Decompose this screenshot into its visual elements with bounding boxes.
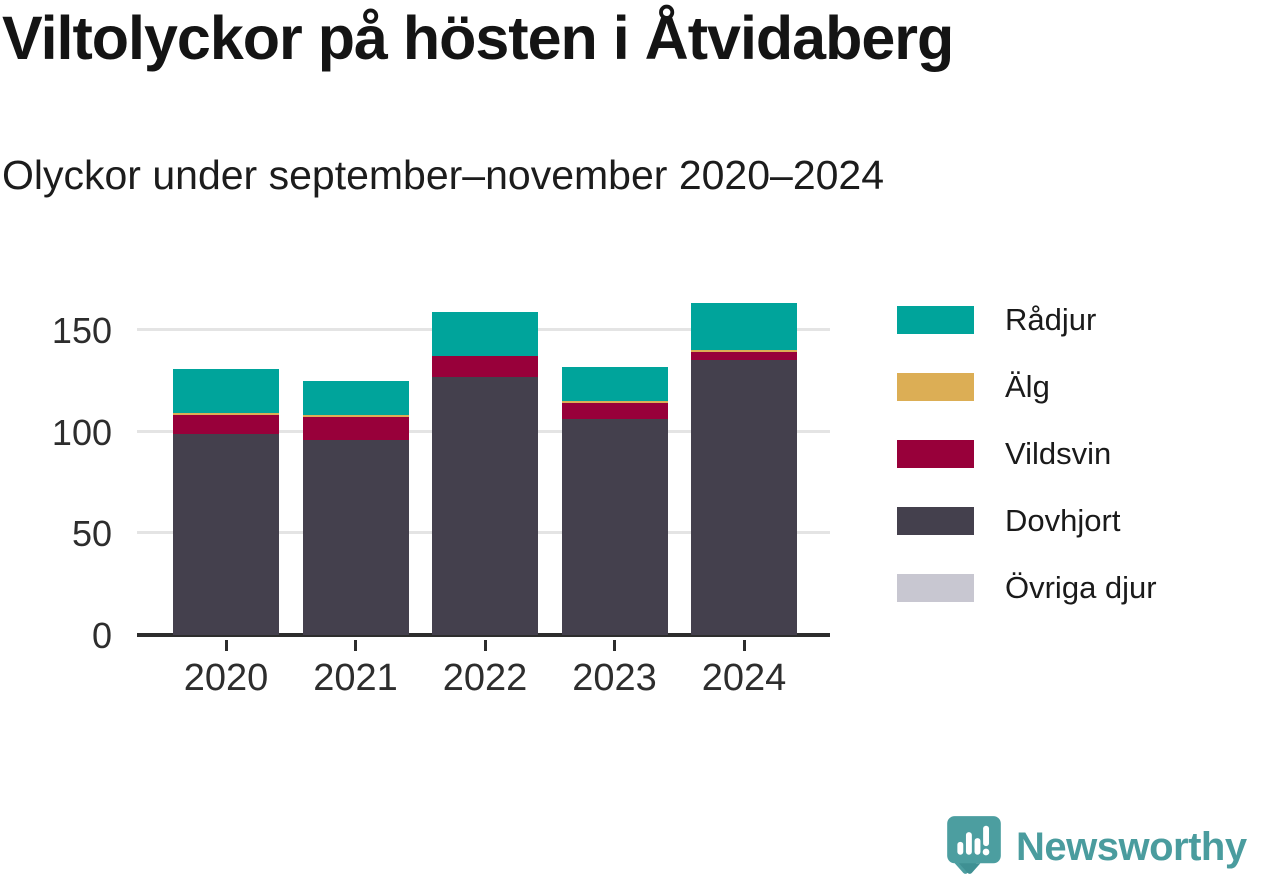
bar-segment-2021-Älg — [302, 415, 409, 418]
brand-footer: Newsworthy — [946, 815, 1247, 879]
x-tick-2022 — [483, 640, 487, 651]
newsworthy-logo-icon — [946, 815, 1002, 879]
legend-item-Rådjur: Rådjur — [897, 302, 1157, 338]
legend-swatch-Övriga djur — [897, 574, 974, 602]
legend-item-Älg: Älg — [897, 369, 1157, 405]
legend-swatch-Vildsvin — [897, 440, 974, 468]
bar-segment-2024-Älg — [691, 350, 797, 353]
plot-area: 2020 2021 2022 2023 2024 — [137, 303, 830, 699]
bar-segment-2022-Dovhjort — [432, 376, 538, 635]
y-tick-label-100: 100 — [51, 411, 112, 453]
page-title: Viltolyckor på hösten i Åtvidaberg — [2, 4, 954, 72]
x-tick-label-2024: 2024 — [701, 657, 787, 699]
bar-segment-2021-Dovhjort — [302, 439, 409, 635]
brand-wordmark: Newsworthy — [1016, 824, 1247, 869]
bar-segment-2024-Dovhjort — [691, 360, 797, 635]
bar-segment-2020-Älg — [173, 413, 279, 416]
bar-segment-2020-Rådjur — [173, 368, 279, 414]
bar-segment-2024-Vildsvin — [691, 352, 797, 361]
x-tick-2024 — [742, 640, 746, 651]
x-tick-label-2022: 2022 — [442, 657, 528, 699]
legend-label-Dovhjort: Dovhjort — [1005, 503, 1121, 538]
x-tick-2021 — [354, 640, 357, 651]
bar-segment-2023-Dovhjort — [561, 419, 668, 635]
bar-segment-2022-Rådjur — [432, 311, 538, 357]
y-axis-labels: 0 50 100 150 — [20, 303, 112, 653]
legend-label-Vildsvin: Vildsvin — [1005, 436, 1112, 471]
y-tick-label-0: 0 — [91, 615, 112, 656]
legend-label-Älg: Älg — [1005, 369, 1050, 404]
legend-label-Rådjur: Rådjur — [1005, 302, 1097, 337]
bar-segment-2024-Rådjur — [691, 303, 797, 351]
x-tick-label-2021: 2021 — [313, 657, 398, 699]
legend-swatch-Rådjur — [897, 306, 974, 334]
x-tick-2020 — [224, 640, 228, 651]
legend-item-Övriga djur: Övriga djur — [897, 570, 1157, 606]
legend-item-Vildsvin: Vildsvin — [897, 436, 1157, 472]
bar-segment-2022-Vildsvin — [432, 356, 538, 377]
legend-label-Övriga djur: Övriga djur — [1005, 570, 1157, 605]
y-tick-label-150: 150 — [51, 309, 112, 351]
bar-segment-2023-Älg — [561, 401, 668, 404]
bar-segment-2021-Vildsvin — [302, 417, 409, 440]
legend-swatch-Älg — [897, 373, 974, 401]
bar-segment-2021-Rådjur — [302, 380, 409, 416]
bar-segment-2020-Dovhjort — [173, 433, 279, 635]
bar-segment-2020-Vildsvin — [173, 415, 279, 434]
x-tick-label-2020: 2020 — [183, 657, 269, 699]
bar-segment-2023-Vildsvin — [561, 403, 668, 420]
x-axis-line — [137, 633, 830, 637]
legend-swatch-Dovhjort — [897, 507, 974, 535]
legend: Rådjur Älg Vildsvin Dovhjort Övriga djur — [897, 302, 1157, 606]
x-tick-2023 — [613, 640, 616, 651]
x-tick-label-2023: 2023 — [572, 657, 657, 699]
bar-segment-2023-Rådjur — [561, 366, 668, 402]
y-tick-label-50: 50 — [71, 513, 112, 555]
legend-item-Dovhjort: Dovhjort — [897, 503, 1157, 539]
chart-subtitle: Olyckor under september–november 2020–20… — [2, 152, 885, 198]
